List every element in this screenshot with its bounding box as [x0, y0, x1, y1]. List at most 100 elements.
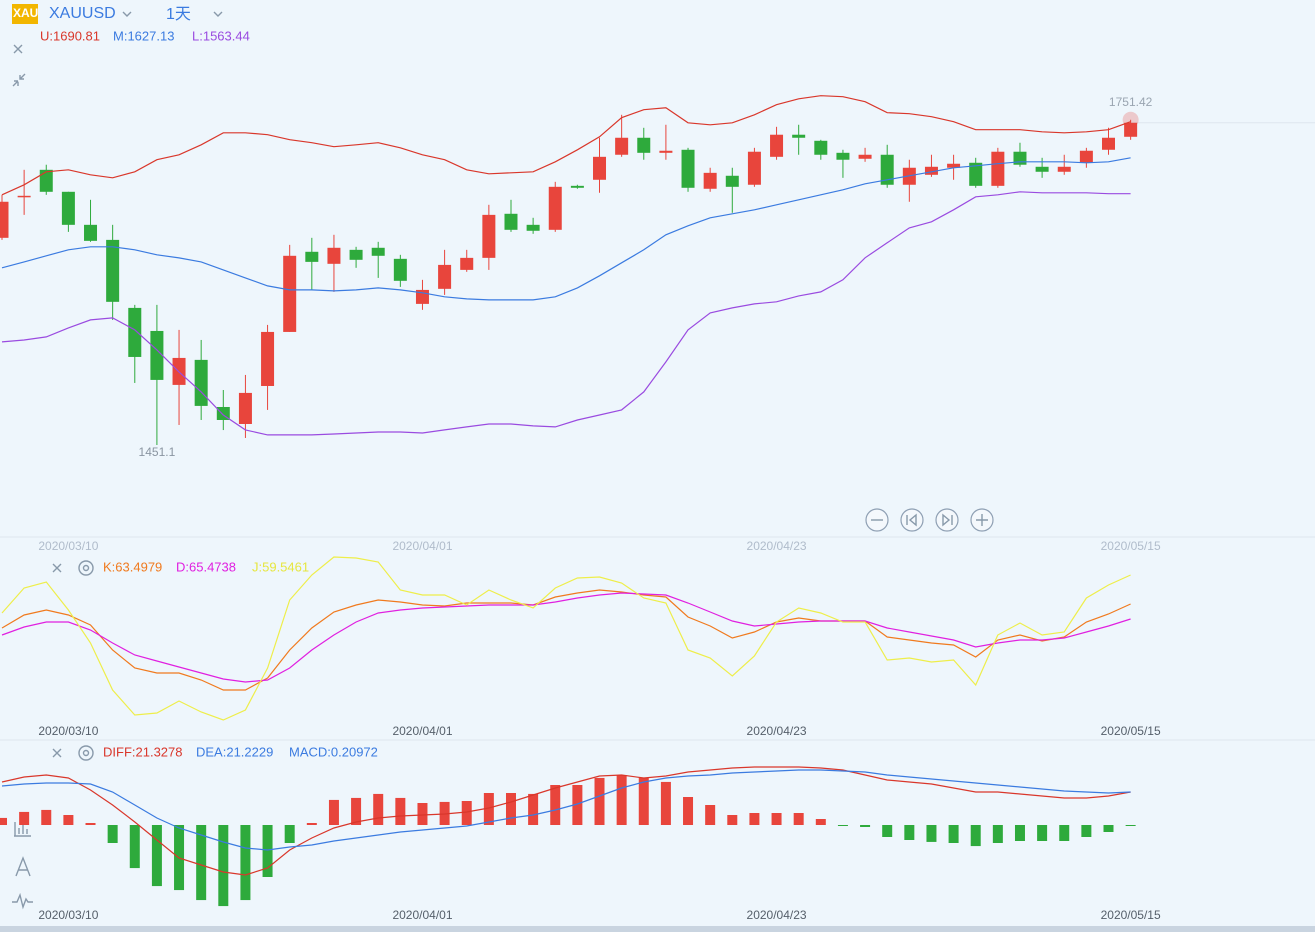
macd-bar	[572, 785, 583, 825]
candle-body	[836, 152, 850, 160]
macd-bar	[85, 823, 96, 825]
macd-bar	[1014, 825, 1025, 841]
macd-bar	[683, 797, 694, 825]
symbol-logo-text: XAU	[13, 6, 38, 20]
macd-bar	[705, 805, 716, 825]
marks: 1751.42 1451.1 2020/03/10 2020/04/01 2020/04…	[0, 95, 1315, 922]
x-tick-label: 2020/04/23	[747, 908, 807, 922]
candle-body	[371, 247, 385, 256]
x-tick-label: 2020/04/01	[392, 539, 452, 553]
macd-bar	[528, 793, 539, 825]
candle-body	[438, 264, 452, 289]
macd-bar	[395, 797, 406, 825]
x-tick-label: 2020/03/10	[38, 908, 98, 922]
indicator-line	[1, 556, 1131, 721]
zoom-out-button[interactable]	[865, 508, 889, 532]
candle-body	[17, 195, 31, 198]
candle-body	[593, 156, 607, 180]
symbol-dropdown[interactable]	[122, 11, 132, 17]
macd-bar	[196, 825, 207, 901]
macd-bar	[351, 797, 362, 825]
candle-body	[991, 151, 1005, 186]
candle-body	[0, 201, 9, 238]
x-tick-label: 2020/05/15	[1101, 539, 1161, 553]
macd-bar	[616, 775, 627, 825]
next-button[interactable]	[935, 508, 959, 532]
candle-body	[526, 224, 540, 231]
period-dropdown[interactable]	[213, 11, 223, 17]
candle-body	[61, 191, 75, 225]
legend-entry: J:59.5461	[252, 559, 309, 574]
candle-body	[615, 137, 629, 155]
legend-entry: L:1563.44	[192, 28, 250, 43]
macd-bar	[63, 815, 74, 825]
candle-body	[482, 214, 496, 258]
period[interactable]: 1天	[166, 6, 191, 23]
macd-bar	[749, 813, 760, 825]
settings-icon[interactable]	[78, 560, 94, 576]
x-tick-label: 2020/03/10	[38, 724, 98, 738]
draw-tool[interactable]	[15, 856, 31, 877]
candle-body	[1124, 122, 1138, 137]
candle-body	[150, 330, 164, 380]
indicator-line	[1, 769, 1131, 851]
indicator-tool[interactable]	[14, 822, 31, 837]
macd-bar	[550, 785, 561, 825]
legend-entry: DEA:21.2229	[196, 744, 273, 759]
indicator-line	[1, 191, 1131, 436]
candle-body	[1035, 166, 1049, 172]
candle-body	[106, 239, 120, 302]
bottom-strip	[0, 926, 1315, 932]
macd-bar	[904, 825, 915, 840]
macd-bar	[151, 825, 162, 887]
macd-bar	[483, 793, 494, 825]
macd-bar	[19, 811, 30, 825]
shrink-icon[interactable]	[12, 73, 26, 87]
macd-bar	[240, 825, 251, 901]
candle-body	[1102, 137, 1115, 150]
candle-body	[725, 175, 739, 187]
legend-entry: U:1690.81	[40, 28, 100, 43]
last-price-glow	[1122, 111, 1139, 128]
candle-body	[570, 185, 584, 188]
macd-bar	[660, 781, 671, 825]
macd-bar	[107, 825, 118, 843]
macd-bar	[328, 799, 339, 825]
indicator-line	[1, 592, 1131, 683]
candle-body	[283, 255, 297, 332]
x-tick-label: 2020/05/15	[1101, 908, 1161, 922]
legend-entry: DIFF:21.3278	[103, 744, 183, 759]
zoom-in-button[interactable]	[970, 508, 994, 532]
macd-bar	[218, 825, 229, 907]
symbol-logo	[12, 4, 38, 24]
macd-bar	[926, 825, 937, 842]
symbol-name[interactable]: XAUUSD	[49, 5, 116, 22]
close-icon[interactable]	[52, 748, 62, 758]
candle-body	[814, 140, 828, 155]
candle-body	[659, 150, 673, 153]
candle-body	[128, 307, 142, 357]
legend-entry: MACD:0.20972	[289, 744, 378, 759]
macd-bar	[727, 815, 738, 825]
candle-body	[747, 151, 761, 185]
wave-tool[interactable]	[12, 892, 33, 910]
close-icon[interactable]	[13, 44, 23, 54]
candle-body	[39, 169, 53, 192]
settings-icon[interactable]	[78, 745, 94, 761]
macd-bar	[594, 777, 605, 825]
indicator-line	[1, 766, 1131, 876]
macd-bar	[129, 825, 140, 869]
legend-entry: D:65.4738	[176, 559, 236, 574]
macd-bar	[417, 803, 428, 825]
candle-body	[84, 224, 98, 241]
candle-body	[548, 186, 562, 230]
macd-bar	[505, 793, 516, 825]
macd-bar	[815, 819, 826, 825]
close-icon[interactable]	[52, 563, 62, 573]
candle-body	[1079, 150, 1093, 163]
x-tick-label: 2020/04/23	[747, 724, 807, 738]
prev-button[interactable]	[900, 508, 924, 532]
macd-bar	[948, 825, 959, 843]
